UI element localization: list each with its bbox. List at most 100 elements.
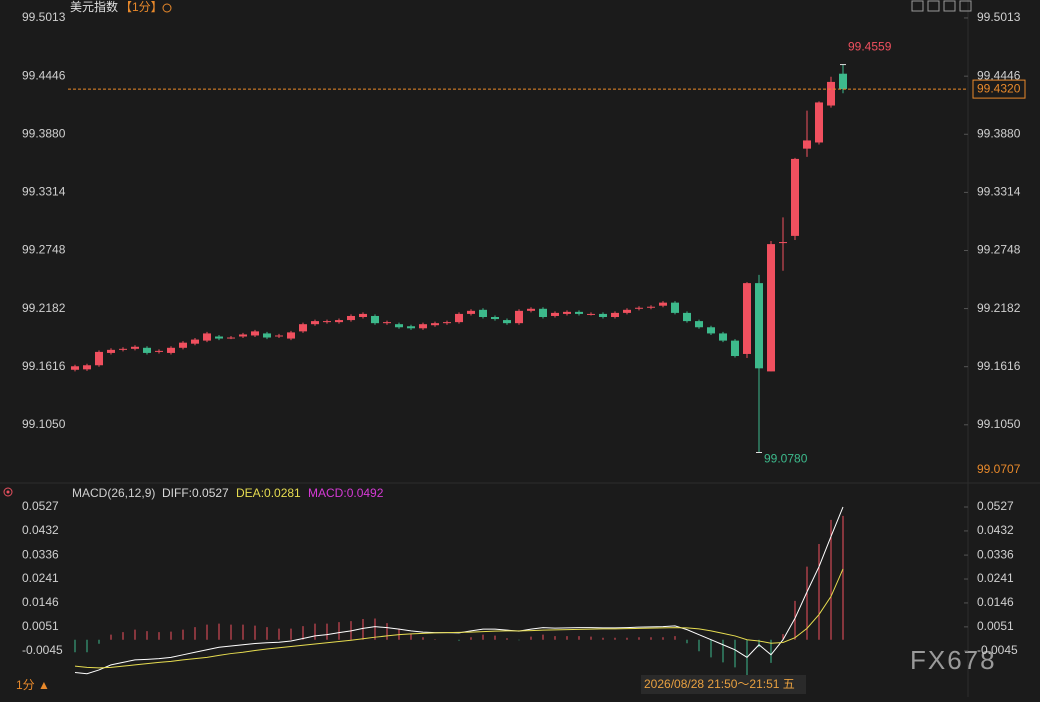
candle-body (755, 283, 763, 369)
legend-value: 0.0281 (264, 486, 301, 500)
y2-tick-label: 0.0146 (977, 595, 1014, 609)
candle-body (827, 81, 835, 106)
y2-tick-label: 99.5013 (977, 10, 1021, 24)
candle-body (311, 321, 319, 325)
y2-tick-label: 99.2748 (977, 243, 1021, 257)
candle-body (839, 73, 847, 90)
y2-tick-label: 0.0336 (977, 547, 1014, 561)
candle-body (527, 308, 535, 311)
candle-body (167, 347, 175, 353)
candle-body (119, 348, 127, 350)
tool-icon[interactable] (959, 0, 972, 12)
candle-body (83, 365, 91, 370)
candle-body (491, 316, 499, 320)
range-min-label: 99.0707 (977, 462, 1021, 476)
candle-body (515, 310, 523, 324)
y-tick-label: 99.3314 (22, 185, 66, 199)
y2-tick-label: 0.0051 (977, 619, 1014, 633)
candle-body (683, 312, 691, 322)
candle-body (719, 333, 727, 341)
candle-body (335, 320, 343, 323)
candle-body (419, 324, 427, 329)
candle-body (815, 102, 823, 143)
y-tick-label: -0.0045 (22, 643, 63, 657)
candle-body (659, 302, 667, 306)
y2-tick-label: 0.0527 (977, 499, 1014, 513)
y-tick-label: 99.2748 (22, 243, 66, 257)
indicator-icon-dot (6, 490, 10, 494)
candle-body (275, 335, 283, 337)
chart-title: 美元指数 (70, 0, 118, 14)
candle-body (239, 334, 247, 337)
tool-icon[interactable] (943, 0, 956, 12)
legend-entry: DEA:0.0281 (236, 486, 301, 500)
candle-body (791, 158, 799, 236)
indicator-icon[interactable] (3, 487, 13, 497)
candle-body (191, 339, 199, 344)
legend-name: DEA (236, 486, 261, 500)
candle-body (71, 366, 79, 370)
toolbar (911, 0, 972, 12)
tool-icon[interactable] (927, 0, 940, 12)
y-tick-label: 0.0146 (22, 595, 59, 609)
candle-body (347, 315, 355, 321)
y2-tick-label: 99.3314 (977, 185, 1021, 199)
candle-body (707, 327, 715, 334)
tool-icon[interactable] (911, 0, 924, 12)
candle-body (143, 347, 151, 353)
candle-body (575, 311, 583, 314)
y-tick-label: 0.0241 (22, 571, 59, 585)
candle-body (431, 323, 439, 326)
last-price-box (972, 79, 1026, 99)
y2-tick-label: 99.2182 (977, 301, 1021, 315)
y-tick-label: 0.0432 (22, 523, 59, 537)
candle-body (635, 307, 643, 309)
y2-tick-label: 0.0241 (977, 571, 1014, 585)
indicator-title: MACD(26,12,9) (72, 486, 155, 500)
crosshair-time: 2026/08/28 21:50～21:51 五 (644, 677, 795, 691)
legend-value: 0.0527 (192, 486, 229, 500)
y-tick-label: 0.0336 (22, 547, 59, 561)
candle-body (371, 315, 379, 324)
macd-line (74, 568, 844, 669)
y2-tick-label: 99.4446 (977, 68, 1021, 82)
settings-icon[interactable] (162, 3, 172, 13)
candle-body (767, 244, 775, 372)
watermark: FX678 (910, 645, 997, 675)
legend-entry: MACD:0.0492 (308, 486, 384, 500)
annotation-label: 99.4559 (848, 40, 892, 54)
candle-body (323, 321, 331, 323)
candle-body (611, 312, 619, 317)
candle-body (287, 332, 295, 339)
legend-name: DIFF (162, 486, 189, 500)
y2-tick-label: 99.1616 (977, 359, 1021, 373)
y-tick-label: 99.3880 (22, 126, 66, 140)
candle-body (563, 311, 571, 314)
y-tick-label: 0.0527 (22, 499, 59, 513)
last-price-label: 99.4320 (977, 81, 1021, 95)
candle-body (455, 313, 463, 323)
legend-sep: : (343, 486, 346, 500)
y-tick-label: 99.1050 (22, 417, 66, 431)
candle-body (587, 313, 595, 315)
candle-body (551, 312, 559, 316)
candle-body (179, 342, 187, 348)
y2-tick-label: 99.3880 (977, 126, 1021, 140)
time-box (641, 675, 806, 694)
candle-body (479, 309, 487, 317)
candle-body (227, 337, 235, 339)
candle-body (731, 340, 739, 357)
candle-body (803, 140, 811, 149)
y-tick-label: 99.2182 (22, 301, 66, 315)
period: 【1分】 (120, 0, 163, 14)
candle-body (263, 333, 271, 338)
legend-entry: DIFF:0.0527 (162, 486, 229, 500)
period-button[interactable]: 1分 ▲ (16, 678, 50, 692)
candle-body (299, 324, 307, 332)
legend-sep: : (261, 486, 264, 500)
candle-body (251, 331, 259, 336)
candle-body (395, 324, 403, 328)
